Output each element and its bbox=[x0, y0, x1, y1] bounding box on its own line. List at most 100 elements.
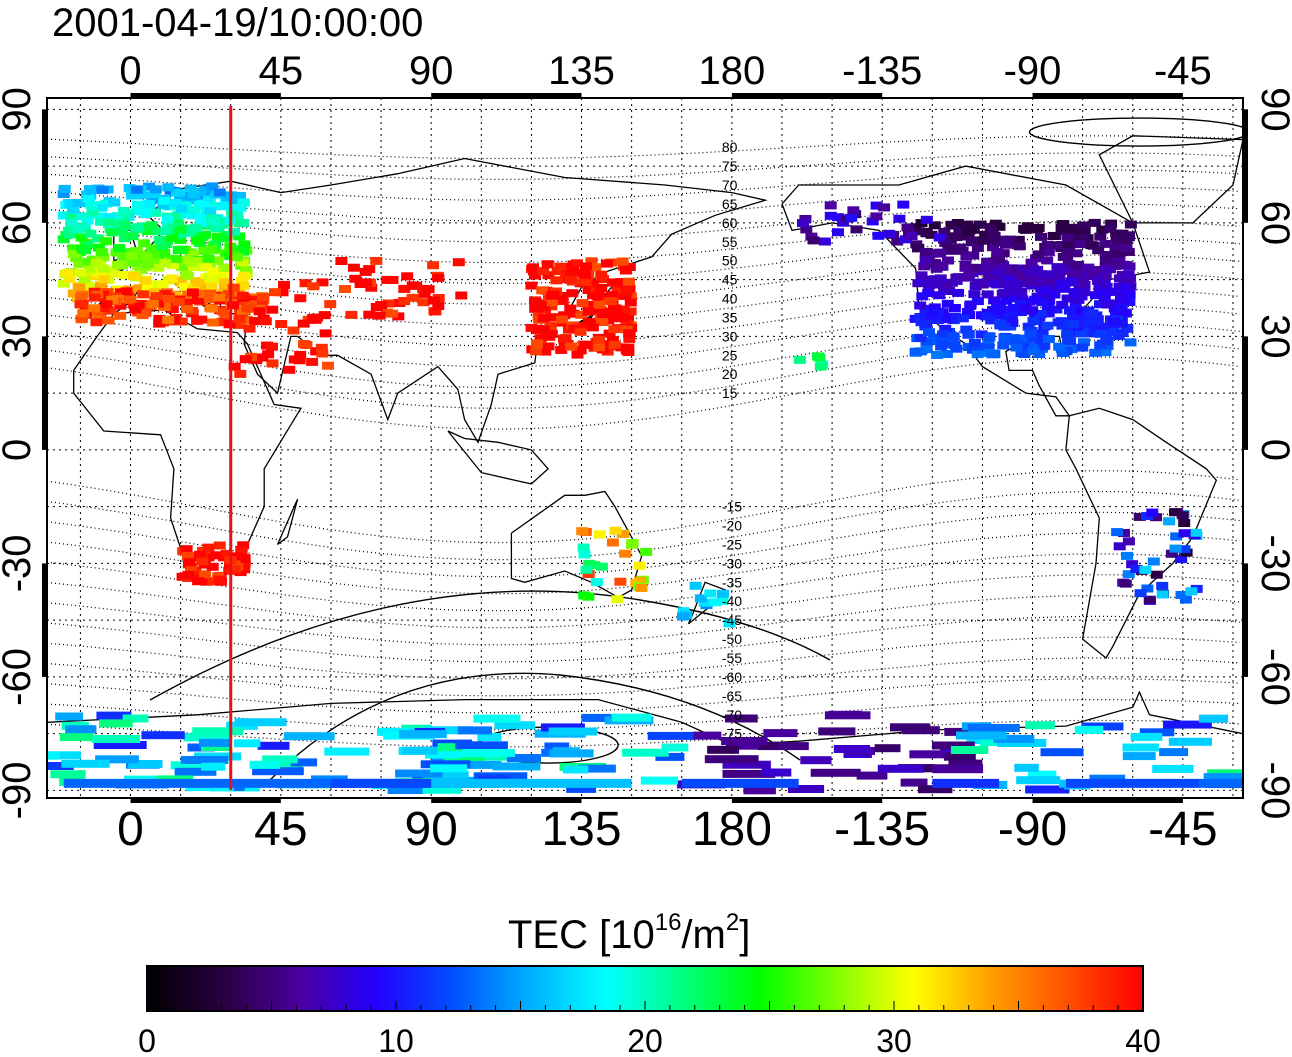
tec-cell bbox=[222, 201, 235, 210]
bottom-lon-label: 135 bbox=[541, 803, 621, 856]
tec-cell bbox=[940, 281, 953, 290]
tec-cell bbox=[233, 320, 246, 329]
tec-cell bbox=[57, 190, 70, 198]
tec-cell bbox=[529, 271, 541, 280]
colorbar-label-close: ] bbox=[739, 913, 750, 957]
tec-cell bbox=[914, 313, 927, 321]
tec-cell bbox=[406, 293, 419, 302]
tec-cell bbox=[979, 232, 992, 241]
tec-cell bbox=[457, 726, 492, 735]
tec-cell bbox=[275, 320, 288, 328]
tec-cell bbox=[1074, 329, 1087, 338]
tec-cell bbox=[986, 350, 999, 359]
tec-cell bbox=[78, 224, 91, 233]
tec-cell bbox=[595, 284, 608, 292]
tec-cell bbox=[253, 307, 266, 316]
tec-cell bbox=[1001, 267, 1014, 276]
frame-bar-top bbox=[431, 93, 582, 98]
tec-cell bbox=[942, 243, 955, 252]
tec-cell bbox=[559, 334, 572, 343]
contour-label: 20 bbox=[722, 366, 738, 382]
tec-cell bbox=[266, 305, 279, 314]
left-lat-label: 60 bbox=[0, 201, 39, 246]
tec-cell bbox=[149, 185, 162, 194]
contour-line bbox=[47, 305, 1240, 368]
tec-cell bbox=[617, 529, 630, 538]
tec-cell bbox=[159, 259, 172, 268]
contour-label: 75 bbox=[722, 158, 738, 174]
tec-cell bbox=[1063, 306, 1076, 315]
tec-cell bbox=[220, 550, 233, 558]
tec-cell bbox=[78, 275, 91, 284]
tec-cell bbox=[1018, 350, 1031, 358]
tec-cell bbox=[940, 350, 953, 358]
tec-cell bbox=[918, 262, 931, 271]
tec-cell bbox=[140, 207, 153, 216]
tec-cell bbox=[190, 571, 202, 580]
tec-cell bbox=[194, 188, 207, 196]
tec-cell bbox=[814, 362, 827, 371]
tec-cell bbox=[824, 201, 837, 210]
tec-cell bbox=[1025, 334, 1038, 343]
tec-cell bbox=[1133, 512, 1146, 521]
tec-cell bbox=[158, 248, 171, 257]
tec-cell bbox=[582, 286, 595, 294]
tec-cell bbox=[999, 334, 1012, 343]
right-lat-label: 30 bbox=[1253, 314, 1292, 359]
tec-cell bbox=[365, 283, 378, 292]
tec-cell bbox=[82, 257, 95, 266]
tec-cell bbox=[932, 765, 984, 774]
right-lat-label: 90 bbox=[1253, 87, 1292, 132]
tec-cell bbox=[1101, 342, 1114, 350]
tec-cell bbox=[934, 248, 947, 257]
right-lat-label: 60 bbox=[1253, 201, 1292, 246]
tec-cell bbox=[227, 283, 240, 292]
tec-cell bbox=[170, 254, 183, 263]
tec-cell bbox=[962, 273, 975, 282]
tec-cell bbox=[237, 198, 250, 207]
tec-cell bbox=[130, 185, 143, 194]
tec-cell bbox=[968, 236, 981, 245]
tec-cell bbox=[797, 219, 809, 228]
tec-cell bbox=[1163, 517, 1176, 526]
tec-cell bbox=[562, 765, 589, 774]
tec-cell bbox=[975, 330, 988, 339]
tec-cell bbox=[64, 199, 77, 208]
contour-label: -35 bbox=[722, 574, 742, 590]
tec-cell bbox=[233, 232, 246, 241]
tec-cell bbox=[1014, 763, 1039, 772]
tec-cell bbox=[1110, 234, 1123, 243]
tec-cell bbox=[1113, 542, 1126, 551]
tec-cell bbox=[170, 761, 207, 770]
tec-cell bbox=[640, 776, 678, 785]
tec-cell bbox=[126, 191, 139, 200]
tec-cell bbox=[477, 733, 502, 741]
tec-cell bbox=[1069, 301, 1082, 310]
tec-cell bbox=[993, 734, 1035, 743]
tec-cell bbox=[962, 330, 975, 339]
tec-cell bbox=[920, 338, 933, 347]
tec-cell bbox=[182, 196, 195, 205]
tec-cell bbox=[597, 310, 610, 319]
tec-cell bbox=[1034, 278, 1047, 287]
tec-cell bbox=[1117, 296, 1130, 304]
tec-cell bbox=[188, 263, 201, 271]
tec-cell bbox=[61, 268, 74, 277]
tec-cell bbox=[971, 297, 984, 306]
tec-cell bbox=[127, 300, 140, 309]
tec-cell bbox=[227, 301, 239, 310]
tec-cell bbox=[960, 325, 973, 334]
tec-cell bbox=[939, 324, 952, 333]
tec-cell bbox=[982, 343, 995, 352]
coast-south-america bbox=[1065, 407, 1218, 659]
tec-cell bbox=[619, 291, 632, 300]
tec-cell bbox=[606, 291, 618, 300]
tec-cell bbox=[547, 290, 560, 299]
tec-cell bbox=[542, 342, 555, 351]
tec-cell bbox=[181, 305, 193, 313]
tec-cell bbox=[605, 297, 618, 306]
tec-cell bbox=[1040, 748, 1084, 757]
contour-label: 60 bbox=[722, 215, 738, 231]
tec-cell bbox=[121, 258, 134, 267]
tec-cell bbox=[1116, 328, 1129, 337]
